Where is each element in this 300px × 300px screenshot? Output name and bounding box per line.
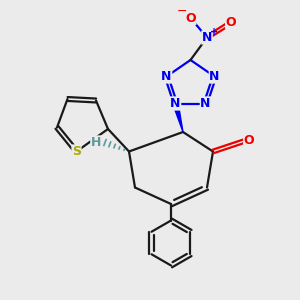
- Text: O: O: [226, 16, 236, 29]
- Text: O: O: [244, 134, 254, 148]
- Text: S: S: [72, 145, 81, 158]
- Text: H: H: [91, 136, 101, 149]
- Polygon shape: [173, 103, 183, 132]
- Text: N: N: [209, 70, 220, 83]
- Text: +: +: [210, 27, 219, 37]
- Text: N: N: [170, 97, 181, 110]
- Text: O: O: [185, 11, 196, 25]
- Text: N: N: [161, 70, 172, 83]
- Text: N: N: [200, 97, 211, 110]
- Text: N: N: [202, 31, 212, 44]
- Text: −: −: [177, 5, 187, 18]
